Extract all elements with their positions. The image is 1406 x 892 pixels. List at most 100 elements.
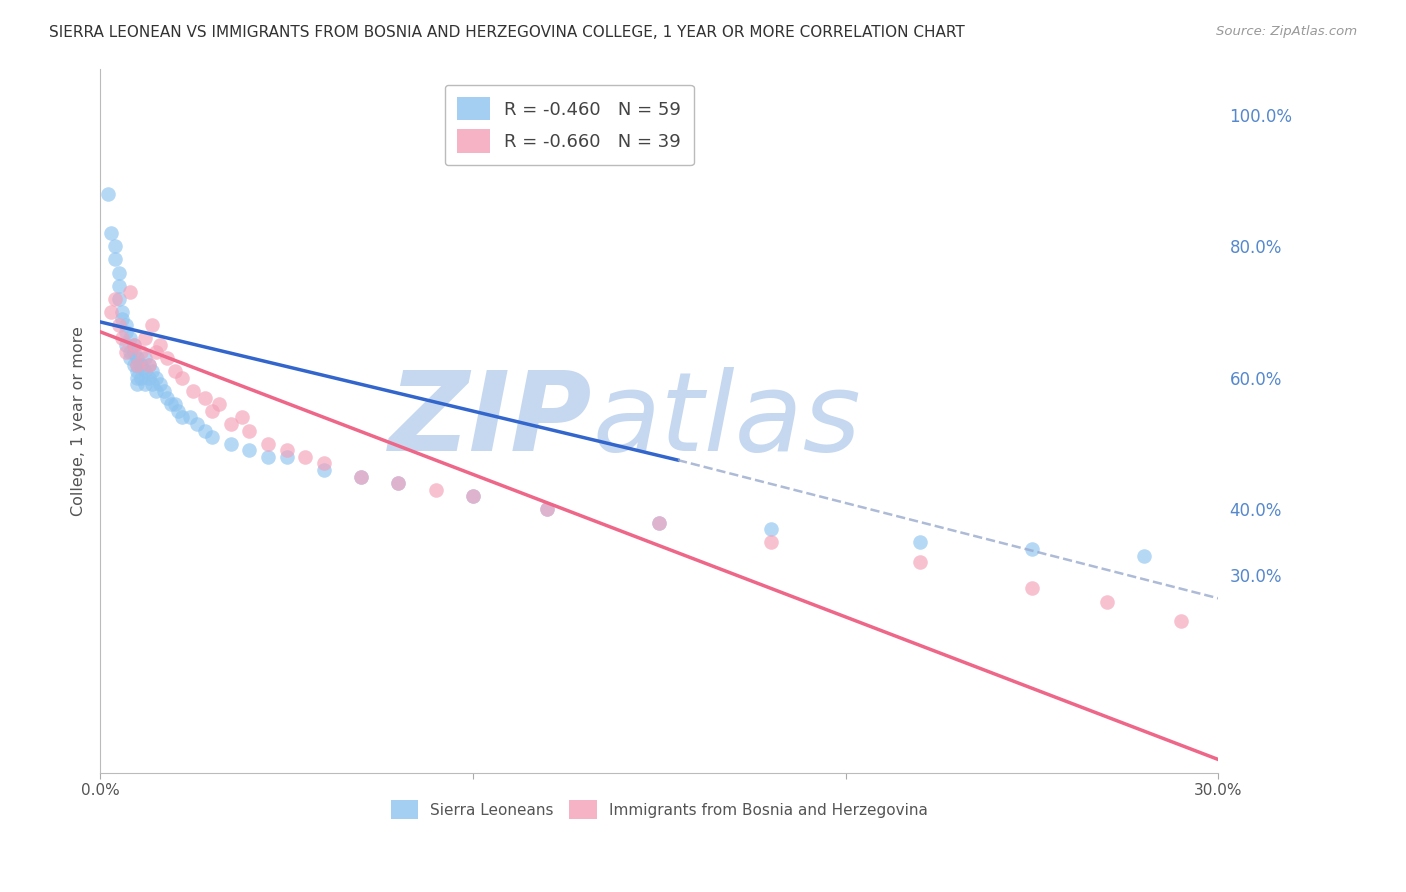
Point (97, 186, 120, 201)
Point (122, 338, 145, 352)
Point (118, 344, 141, 359)
Point (111, 331, 134, 345)
Point (149, 338, 172, 352)
Point (193, 391, 215, 405)
Point (350, 469, 373, 483)
Point (129, 358, 152, 372)
Point (104, 239, 127, 253)
Point (276, 443, 298, 458)
Point (156, 351, 179, 365)
Point (104, 252, 127, 267)
Point (141, 377, 163, 392)
Text: ZIP: ZIP (388, 368, 592, 475)
Point (208, 397, 231, 411)
Point (104, 292, 127, 306)
Point (118, 285, 141, 300)
Point (122, 338, 145, 352)
Point (118, 351, 141, 365)
Point (179, 410, 201, 425)
Point (138, 358, 160, 372)
Point (134, 331, 156, 345)
Point (193, 424, 215, 438)
Point (387, 476, 409, 491)
Point (461, 489, 484, 503)
Point (350, 469, 373, 483)
Point (294, 450, 316, 464)
Point (152, 384, 174, 398)
Point (145, 371, 167, 385)
Point (107, 318, 129, 333)
Point (759, 522, 782, 536)
Point (276, 450, 298, 464)
Point (138, 371, 160, 385)
Point (1021, 582, 1043, 596)
Point (163, 364, 186, 378)
Point (127, 351, 149, 365)
Point (1133, 549, 1156, 563)
Point (107, 266, 129, 280)
Point (145, 344, 167, 359)
Point (387, 476, 409, 491)
Point (111, 305, 134, 319)
Point (100, 305, 122, 319)
Point (219, 417, 242, 431)
Point (127, 364, 149, 378)
Point (172, 410, 194, 425)
Point (181, 384, 204, 398)
Point (1170, 615, 1192, 629)
Point (172, 371, 194, 385)
Point (163, 397, 186, 411)
Point (122, 344, 145, 359)
Y-axis label: College, 1 year or more: College, 1 year or more (72, 326, 86, 516)
Point (648, 516, 671, 530)
Point (219, 436, 242, 450)
Point (141, 364, 163, 378)
Text: atlas: atlas (592, 368, 860, 475)
Point (145, 384, 167, 398)
Point (160, 397, 183, 411)
Point (100, 226, 122, 240)
Point (127, 371, 149, 385)
Point (425, 483, 447, 497)
Point (312, 463, 335, 477)
Point (115, 318, 138, 333)
Point (115, 338, 138, 352)
Point (149, 377, 172, 392)
Point (536, 502, 558, 516)
Point (910, 555, 932, 569)
Point (1021, 541, 1043, 556)
Point (118, 331, 141, 345)
Point (129, 344, 152, 359)
Point (201, 403, 224, 417)
Point (231, 410, 253, 425)
Legend: Sierra Leoneans, Immigrants from Bosnia and Herzegovina: Sierra Leoneans, Immigrants from Bosnia … (385, 794, 934, 825)
Text: Source: ZipAtlas.com: Source: ZipAtlas.com (1216, 25, 1357, 38)
Point (257, 450, 280, 464)
Point (122, 358, 145, 372)
Point (134, 351, 156, 365)
Point (1095, 594, 1118, 608)
Point (134, 364, 156, 378)
Point (127, 358, 149, 372)
Point (115, 325, 138, 339)
Point (186, 417, 208, 431)
Point (312, 457, 335, 471)
Point (257, 436, 280, 450)
Point (167, 403, 190, 417)
Point (156, 391, 179, 405)
Point (201, 430, 224, 444)
Point (141, 318, 163, 333)
Point (115, 344, 138, 359)
Point (138, 358, 160, 372)
Point (648, 516, 671, 530)
Point (536, 502, 558, 516)
Point (107, 278, 129, 293)
Point (127, 358, 149, 372)
Point (759, 535, 782, 549)
Point (910, 535, 932, 549)
Point (461, 489, 484, 503)
Point (238, 443, 260, 458)
Point (238, 424, 260, 438)
Point (127, 377, 149, 392)
Text: SIERRA LEONEAN VS IMMIGRANTS FROM BOSNIA AND HERZEGOVINA COLLEGE, 1 YEAR OR MORE: SIERRA LEONEAN VS IMMIGRANTS FROM BOSNIA… (49, 25, 965, 40)
